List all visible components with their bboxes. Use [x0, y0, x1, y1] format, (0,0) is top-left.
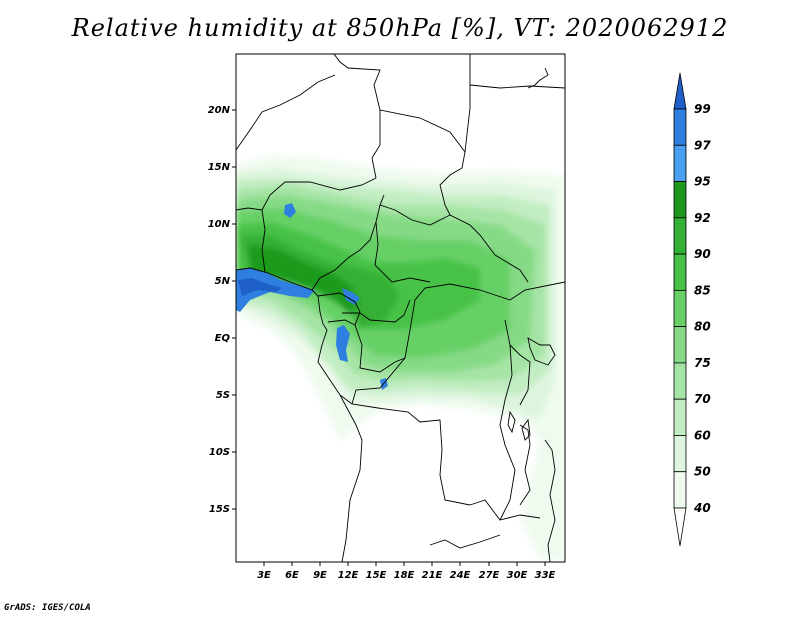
lon-tick-label: 24E	[450, 570, 471, 581]
latitude-axis: 20N 15N 10N 5N EQ 5S 10S 15S	[208, 105, 231, 515]
lat-tick-label: 15S	[209, 504, 230, 515]
colorbar-cell	[673, 362, 687, 400]
country-borders	[236, 54, 565, 562]
lat-tick-label: 10N	[208, 219, 231, 230]
chart-title: Relative humidity at 850hPa [%], VT: 202…	[71, 14, 729, 42]
colorbar-label: 92	[694, 211, 711, 225]
rh-95-patch-cameroon	[342, 288, 360, 305]
lon-tick-label: 15E	[366, 570, 387, 581]
colorbar-label: 97	[694, 138, 711, 152]
colorbar-cell	[673, 181, 687, 219]
colorbar-label: 70	[694, 392, 711, 406]
lat-tick-label: 5S	[216, 390, 230, 401]
grads-credit: GrADS: IGES/COLA	[4, 603, 91, 613]
lon-tick-label: 6E	[285, 570, 299, 581]
lon-tick-label: 33E	[535, 570, 556, 581]
colorbar-cell	[673, 108, 687, 146]
colorbar: 99 97 95 92 90 85 80 75 70 60 50 40	[673, 72, 711, 547]
lat-tick-label: EQ	[215, 333, 231, 344]
colorbar-label: 80	[694, 320, 711, 334]
longitude-ticks	[263, 562, 546, 566]
colorbar-cell	[673, 326, 687, 364]
colorbar-label: 85	[694, 283, 711, 297]
colorbar-label: 50	[694, 465, 711, 479]
colorbar-label: 95	[694, 175, 711, 189]
colorbar-cell	[673, 398, 687, 436]
rh-95-patch-nigeria	[284, 203, 296, 218]
colorbar-top-arrow	[673, 72, 687, 110]
lon-tick-label: 21E	[422, 570, 443, 581]
colorbar-cell	[673, 471, 687, 509]
colorbar-cell	[673, 217, 687, 255]
lon-tick-label: 18E	[394, 570, 415, 581]
lon-tick-label: 30E	[507, 570, 528, 581]
colorbar-label: 40	[693, 501, 711, 515]
lon-tick-label: 27E	[479, 570, 500, 581]
colorbar-label: 99	[694, 102, 711, 116]
lon-tick-label: 12E	[338, 570, 359, 581]
rh-92-region	[248, 245, 360, 315]
lat-tick-label: 5N	[215, 276, 231, 287]
lat-tick-label: 20N	[208, 105, 231, 116]
lon-tick-label: 3E	[257, 570, 271, 581]
longitude-axis: 3E 6E 9E 12E 15E 18E 21E 24E 27E 30E 33E	[257, 570, 555, 581]
latitude-ticks	[232, 109, 236, 510]
rh-95-patch-gabon	[336, 325, 350, 362]
colorbar-label: 90	[694, 247, 711, 261]
colorbar-cell	[673, 289, 687, 328]
colorbar-cell	[673, 435, 687, 473]
lat-tick-label: 15N	[208, 162, 231, 173]
rh-97-patch-coast	[238, 278, 282, 296]
colorbar-bottom-arrow	[673, 507, 687, 547]
humidity-field	[236, 155, 565, 560]
lat-tick-label: 10S	[209, 447, 230, 458]
map-frame	[235, 53, 566, 563]
colorbar-cell	[673, 253, 687, 291]
lon-tick-label: 9E	[313, 570, 327, 581]
colorbar-label: 75	[694, 356, 711, 370]
colorbar-cell	[673, 144, 687, 182]
colorbar-label: 60	[694, 428, 711, 442]
